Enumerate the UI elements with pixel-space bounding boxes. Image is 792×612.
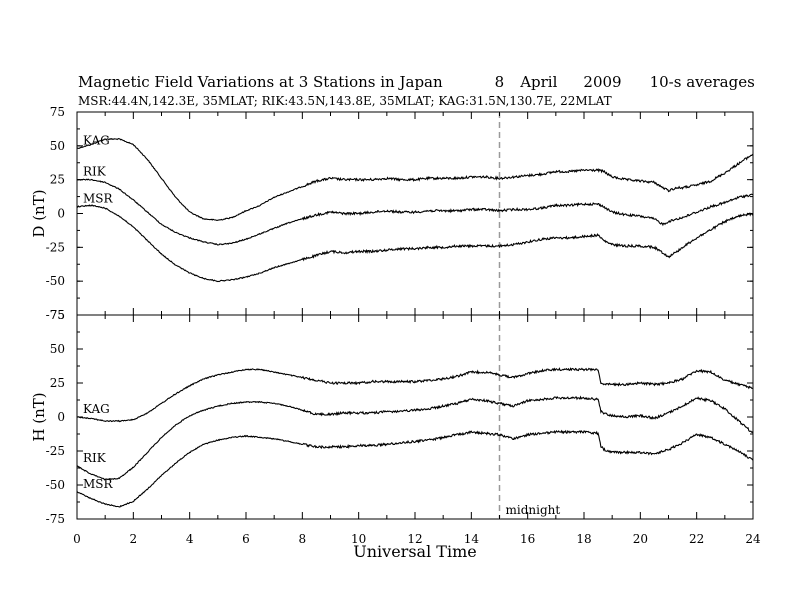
y-axis-label: D (nT)	[30, 189, 48, 237]
y-tick-label: 50	[50, 342, 65, 356]
x-tick-label: 14	[464, 532, 480, 546]
x-axis-label: Universal Time	[353, 542, 476, 561]
y-tick-label: -25	[46, 240, 65, 254]
series-line-msr	[76, 429, 754, 508]
series-line-kag	[76, 367, 754, 423]
y-tick-label: -50	[46, 478, 65, 492]
y-tick-label: -75	[46, 512, 65, 526]
series-label-rik: RIK	[83, 451, 107, 465]
x-tick-label: 10	[351, 532, 366, 546]
x-tick-label: 4	[186, 532, 194, 546]
chart-title: Magnetic Field Variations at 3 Stations …	[78, 73, 755, 91]
x-tick-label: 2	[130, 532, 138, 546]
series-label-msr: MSR	[83, 192, 114, 206]
series-label-rik: RIK	[83, 165, 107, 179]
x-tick-label: 0	[73, 532, 81, 546]
y-tick-label: 75	[50, 308, 65, 322]
series-label-kag: KAG	[83, 402, 110, 416]
y-tick-label: 25	[50, 376, 65, 390]
midnight-annotation: midnight	[506, 503, 561, 517]
plot-frame-h	[76, 314, 754, 520]
y-tick-label: -50	[46, 274, 65, 288]
y-tick-label: 25	[50, 173, 65, 187]
averaging-note: 10-s averages	[649, 73, 755, 91]
chart-subtitle: MSR:44.4N,142.3E, 35MLAT; RIK:43.5N,143.…	[78, 94, 612, 108]
y-tick-label: 0	[57, 207, 65, 221]
x-tick-label: 6	[242, 532, 250, 546]
x-tick-label: 12	[407, 532, 422, 546]
x-tick-label: 8	[299, 532, 307, 546]
chart-title-text: Magnetic Field Variations at 3 Stations …	[78, 73, 443, 91]
x-tick-label: 24	[745, 532, 761, 546]
series-label-kag: KAG	[83, 134, 110, 148]
y-tick-label: 50	[50, 139, 65, 153]
series-line-kag	[76, 138, 754, 221]
date-month: April	[520, 73, 558, 91]
plot-frame-d	[76, 111, 754, 316]
x-tick-label: 18	[576, 532, 591, 546]
y-tick-label: -25	[46, 444, 65, 458]
x-tick-label: 22	[689, 532, 704, 546]
series-line-rik	[77, 395, 754, 481]
y-axis-label: H (nT)	[30, 392, 48, 441]
series-line-msr	[76, 204, 754, 283]
series-line-rik	[76, 178, 754, 246]
y-tick-label: -75	[46, 308, 65, 322]
series-label-msr: MSR	[83, 477, 114, 491]
x-tick-label: 20	[633, 532, 648, 546]
date-day: 8	[494, 73, 505, 91]
y-tick-label: 75	[50, 105, 65, 119]
x-tick-label: 16	[520, 532, 535, 546]
date-year: 2009	[583, 73, 622, 91]
y-tick-label: 0	[57, 410, 65, 424]
